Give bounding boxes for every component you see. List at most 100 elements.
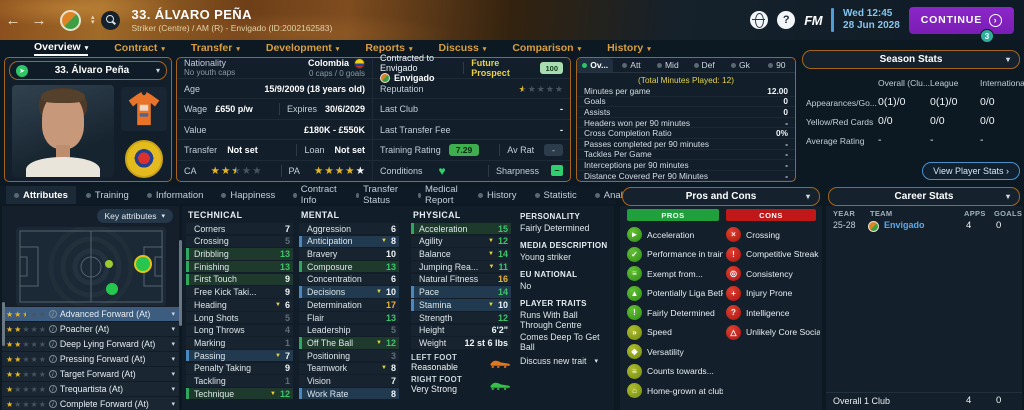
nav-tab-overview[interactable]: Overview ▾	[34, 40, 89, 56]
stats-tab-gk[interactable]: Gk	[722, 58, 758, 72]
attribute-row-vision[interactable]: Vision 7	[299, 375, 399, 387]
role-row-trequartista-at[interactable]: ★ ★ ★ ★ ★ i Trequartista (At) ▾	[2, 382, 179, 397]
pc-item-acceleration[interactable]: ► Acceleration	[627, 225, 723, 245]
club-logo-icon[interactable]	[60, 9, 81, 31]
attribute-row-long-throws[interactable]: Long Throws 4	[186, 324, 293, 336]
attribute-row-passing[interactable]: Passing ▼ 7	[186, 349, 293, 362]
discuss-new-trait-dropdown[interactable]: Discuss new trait ▾	[520, 356, 612, 366]
attribute-row-anticipation[interactable]: Anticipation ▼ 8	[299, 235, 399, 248]
info-icon[interactable]: i	[48, 340, 57, 348]
attribute-row-tackling[interactable]: Tackling 1	[186, 375, 293, 387]
roles-scrollbar[interactable]	[2, 302, 5, 346]
attribute-row-finishing[interactable]: Finishing 13	[186, 261, 293, 273]
club-name[interactable]: Envigado	[394, 73, 435, 83]
attribute-row-long-shots[interactable]: Long Shots 5	[186, 311, 293, 324]
attribute-row-teamwork[interactable]: Teamwork ▼ 8	[299, 362, 399, 374]
club-kit-thumbnail[interactable]	[121, 87, 167, 131]
world-icon[interactable]	[750, 11, 769, 29]
sub-tab-training[interactable]: Training	[78, 186, 137, 204]
role-row-poacher-at[interactable]: ★ ★ ★ ★ ★ i Poacher (At) ▾	[2, 322, 179, 337]
role-row-target-forward-at[interactable]: ★ ★ ★ ★ ★ i Target Forward (At) ▾	[2, 367, 179, 382]
info-icon[interactable]: i	[48, 325, 57, 333]
attribute-row-strength[interactable]: Strength 12	[411, 311, 511, 324]
spinner-down-icon[interactable]: ▾	[91, 19, 95, 26]
nav-tab-discuss[interactable]: Discuss ▾	[439, 40, 487, 56]
pc-item-unlikely-core-social[interactable]: △ Unlikely Core Social...	[726, 323, 820, 343]
colombia-crest-icon[interactable]	[125, 140, 163, 178]
attribute-row-decisions[interactable]: Decisions ▼ 10	[299, 286, 399, 298]
sub-tab-statistic[interactable]: Statistic	[527, 186, 585, 204]
attribute-row-balance[interactable]: Balance ▼ 14	[411, 248, 511, 260]
key-attributes-dropdown[interactable]: Key attributes ▾	[96, 209, 173, 223]
attribute-row-corners[interactable]: Corners 7	[186, 223, 293, 235]
attribute-row-determination[interactable]: Determination 17	[299, 299, 399, 311]
nav-tab-contract[interactable]: Contract ▾	[114, 40, 165, 56]
pc-item-fairly-determined[interactable]: ! Fairly Determined	[627, 303, 723, 323]
pc-item-potentially-liga-betpla[interactable]: ▲ Potentially Liga BetPla...	[627, 284, 723, 304]
attribute-row-weight[interactable]: Weight 12 st 6 lbs	[411, 337, 511, 349]
help-icon[interactable]: ?	[777, 11, 796, 29]
pc-item-injury-prone[interactable]: + Injury Prone	[726, 284, 820, 304]
pc-item-crossing[interactable]: × Crossing	[726, 225, 820, 245]
attribute-row-leadership[interactable]: Leadership 5	[299, 324, 399, 336]
attribute-row-technique[interactable]: Technique ▼ 12	[186, 387, 293, 400]
info-icon[interactable]: i	[48, 400, 57, 408]
nav-tab-history[interactable]: History ▾	[607, 40, 651, 56]
info-icon[interactable]: i	[48, 355, 57, 363]
stats-tab-90[interactable]: 90	[759, 58, 795, 72]
pc-item-home-grown-at-club[interactable]: ⌂ Home-grown at club.	[627, 381, 723, 401]
pc-item-counts-towards[interactable]: ≡ Counts towards...	[627, 362, 723, 382]
sub-tab-transfer-status[interactable]: Transfer Status	[348, 184, 408, 206]
attribute-row-composure[interactable]: Composure 13	[299, 261, 399, 273]
sub-tab-contract-info[interactable]: Contract Info	[285, 184, 346, 206]
role-row-deep-lying-forward-at[interactable]: ★ ★ ★ ★ ★ i Deep Lying Forward (At) ▾	[2, 337, 179, 352]
stats-tab-att[interactable]: Att	[613, 58, 649, 72]
player-selector-dropdown[interactable]: ➤ 33. Álvaro Peña ▾	[9, 61, 167, 80]
stats-tab-ov[interactable]: Ov...	[577, 58, 614, 72]
spinner-up-icon[interactable]: ▴	[91, 14, 95, 21]
attribute-row-heading[interactable]: Heading ▼ 6	[186, 299, 293, 311]
attribute-row-aggression[interactable]: Aggression 6	[299, 223, 399, 235]
pc-item-intelligence[interactable]: ? Intelligence	[726, 303, 820, 323]
attribute-row-penalty-taking[interactable]: Penalty Taking 9	[186, 362, 293, 374]
attribute-row-jumping-rea[interactable]: Jumping Rea... ▼ 11	[411, 261, 511, 273]
career-stats-header-dropdown[interactable]: Career Stats ▾	[828, 187, 1020, 206]
attribute-row-agility[interactable]: Agility ▼ 12	[411, 235, 511, 248]
nav-tab-comparison[interactable]: Comparison ▾	[512, 40, 581, 56]
pc-item-versatility[interactable]: ◆ Versatility	[627, 342, 723, 362]
attribute-row-flair[interactable]: Flair 13	[299, 311, 399, 324]
info-icon[interactable]: i	[48, 310, 57, 318]
attribute-row-crossing[interactable]: Crossing 5	[186, 235, 293, 248]
attribute-row-off-the-ball[interactable]: Off The Ball ▼ 12	[299, 337, 399, 349]
attribute-row-work-rate[interactable]: Work Rate 8	[299, 387, 399, 400]
attribute-row-height[interactable]: Height 6'2"	[411, 324, 511, 336]
sub-tab-analysis[interactable]: Analysis	[587, 186, 647, 204]
sub-tab-medical-report[interactable]: Medical Report	[410, 184, 468, 206]
career-team-link[interactable]: Envigado	[884, 220, 925, 230]
sub-tab-history[interactable]: History	[470, 186, 525, 204]
player-cycle-spinner[interactable]: ▴ ▾	[91, 14, 95, 26]
attribute-row-positioning[interactable]: Positioning 3	[299, 349, 399, 362]
attribute-row-dribbling[interactable]: Dribbling 13	[186, 248, 293, 260]
pc-item-consistency[interactable]: ◎ Consistency	[726, 264, 820, 284]
info-icon[interactable]: i	[48, 370, 57, 378]
continue-button[interactable]: CONTINUE ›	[908, 6, 1014, 34]
pc-item-competitive-streak[interactable]: ! Competitive Streak	[726, 245, 820, 265]
info-icon[interactable]: i	[48, 385, 57, 393]
sub-tab-information[interactable]: Information	[139, 186, 212, 204]
attribute-row-free-kick-taki[interactable]: Free Kick Taki... 9	[186, 286, 293, 298]
attribute-row-first-touch[interactable]: First Touch 9	[186, 273, 293, 286]
attribute-row-stamina[interactable]: Stamina ▼ 10	[411, 299, 511, 311]
nav-tab-development[interactable]: Development ▾	[266, 40, 339, 56]
pc-item-speed[interactable]: » Speed	[627, 323, 723, 343]
back-button[interactable]: ←	[5, 11, 21, 29]
pc-item-exempt-from[interactable]: ≡ Exempt from...	[627, 264, 723, 284]
view-player-stats-button[interactable]: View Player Stats ›	[922, 162, 1020, 180]
stats-tab-mid[interactable]: Mid	[650, 58, 686, 72]
role-row-pressing-forward-at[interactable]: ★ ★ ★ ★ ★ i Pressing Forward (At) ▾	[2, 352, 179, 367]
sub-tab-attributes[interactable]: Attributes	[6, 186, 76, 204]
nav-tab-reports[interactable]: Reports ▾	[365, 40, 412, 56]
forward-button[interactable]: →	[31, 11, 47, 29]
notification-badge[interactable]: 3	[980, 29, 994, 43]
